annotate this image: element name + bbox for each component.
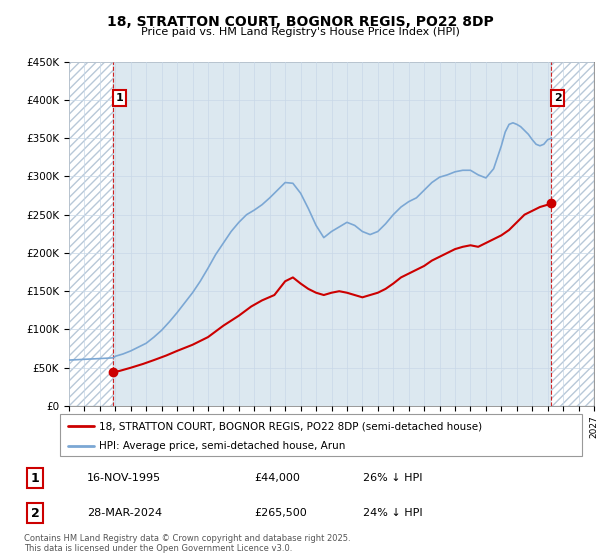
Text: 2: 2 bbox=[554, 93, 562, 103]
Text: 28-MAR-2024: 28-MAR-2024 bbox=[87, 508, 162, 518]
Text: Price paid vs. HM Land Registry's House Price Index (HPI): Price paid vs. HM Land Registry's House … bbox=[140, 27, 460, 37]
Text: Contains HM Land Registry data © Crown copyright and database right 2025.
This d: Contains HM Land Registry data © Crown c… bbox=[24, 534, 350, 553]
Text: 18, STRATTON COURT, BOGNOR REGIS, PO22 8DP: 18, STRATTON COURT, BOGNOR REGIS, PO22 8… bbox=[107, 15, 493, 29]
Text: 2: 2 bbox=[31, 507, 40, 520]
Text: 1: 1 bbox=[116, 93, 124, 103]
Text: £44,000: £44,000 bbox=[254, 473, 300, 483]
Text: 26% ↓ HPI: 26% ↓ HPI bbox=[364, 473, 423, 483]
Text: 18, STRATTON COURT, BOGNOR REGIS, PO22 8DP (semi-detached house): 18, STRATTON COURT, BOGNOR REGIS, PO22 8… bbox=[99, 421, 482, 431]
Text: 16-NOV-1995: 16-NOV-1995 bbox=[87, 473, 161, 483]
Text: HPI: Average price, semi-detached house, Arun: HPI: Average price, semi-detached house,… bbox=[99, 441, 346, 451]
Text: 24% ↓ HPI: 24% ↓ HPI bbox=[364, 508, 423, 518]
Text: 1: 1 bbox=[31, 472, 40, 485]
Text: £265,500: £265,500 bbox=[254, 508, 307, 518]
